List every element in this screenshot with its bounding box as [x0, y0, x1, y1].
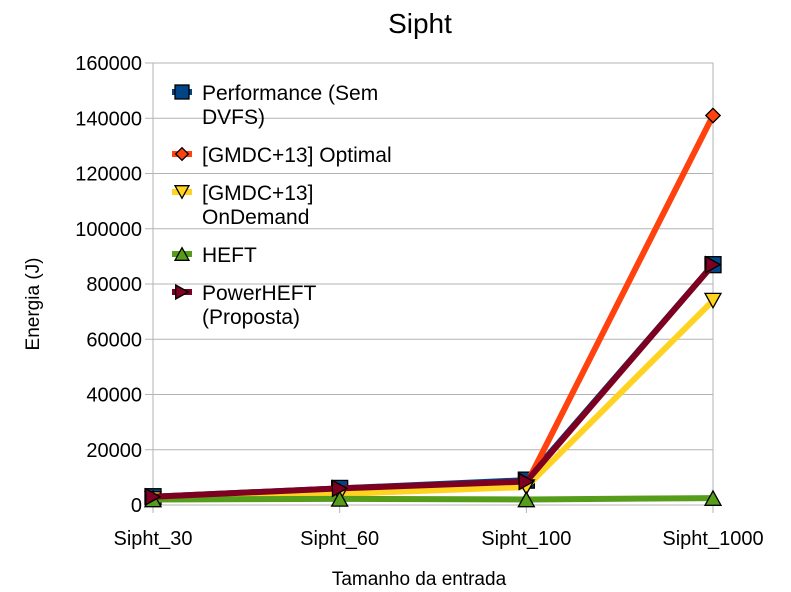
data-point — [174, 146, 190, 162]
y-tick-label: 160000 — [75, 53, 142, 75]
data-point — [330, 490, 349, 507]
legend-label: Performance (Sem — [202, 82, 378, 105]
y-axis-label: Energia (J) — [23, 258, 44, 351]
series-line — [152, 298, 716, 502]
data-point — [517, 490, 536, 508]
x-tick-label: Sipht_60 — [300, 528, 379, 550]
series-group — [143, 107, 723, 508]
x-tick-label: Sipht_30 — [114, 528, 193, 550]
y-tick-label: 20000 — [86, 440, 142, 462]
data-point — [704, 107, 722, 124]
x-axis: Sipht_30 Sipht_60 Sipht_100 Sipht_1000 — [114, 505, 764, 550]
data-point — [705, 255, 722, 274]
data-point — [331, 479, 349, 498]
data-point — [175, 283, 190, 301]
legend-label: HEFT — [202, 244, 257, 267]
series-line — [152, 495, 714, 503]
legend-entry: [GMDC+13] Optimal — [172, 144, 392, 167]
data-point — [173, 246, 191, 261]
data-point — [173, 185, 191, 200]
data-point — [518, 472, 535, 491]
y-tick-label: 40000 — [86, 385, 142, 407]
y-tick-label: 60000 — [86, 329, 142, 351]
legend-entry: HEFT — [172, 244, 257, 267]
series-line — [152, 262, 716, 500]
legend-label: [GMDC+13] Optimal — [202, 144, 392, 167]
legend-label: [GMDC+13] — [202, 182, 313, 205]
legend-label: DVFS) — [202, 106, 265, 129]
data-point — [703, 292, 723, 310]
chart-title: Sipht — [388, 8, 452, 39]
legend-label: OnDemand — [202, 206, 309, 229]
y-tick-label: 100000 — [75, 219, 142, 241]
series-4 — [145, 255, 722, 506]
legend-entry: PowerHEFT(Proposta) — [172, 282, 317, 329]
data-point — [703, 489, 723, 506]
y-tick-label: 80000 — [86, 274, 142, 296]
data-point — [174, 84, 190, 100]
legend-label: PowerHEFT — [202, 282, 317, 305]
x-tick-label: Sipht_1000 — [662, 528, 763, 550]
legend-entry: [GMDC+13]OnDemand — [172, 182, 313, 229]
y-tick-label: 140000 — [75, 108, 142, 130]
y-axis: 0 20000 40000 60000 80000 100000 120000 140000 1… — [75, 53, 153, 517]
x-axis-label: Tamanho da entrada — [332, 569, 507, 590]
y-tick-label: 120000 — [75, 164, 142, 186]
legend-label: (Proposta) — [202, 306, 300, 329]
x-tick-label: Sipht_100 — [481, 528, 571, 550]
y-tick-label: 0 — [131, 495, 142, 517]
data-point — [145, 487, 162, 506]
